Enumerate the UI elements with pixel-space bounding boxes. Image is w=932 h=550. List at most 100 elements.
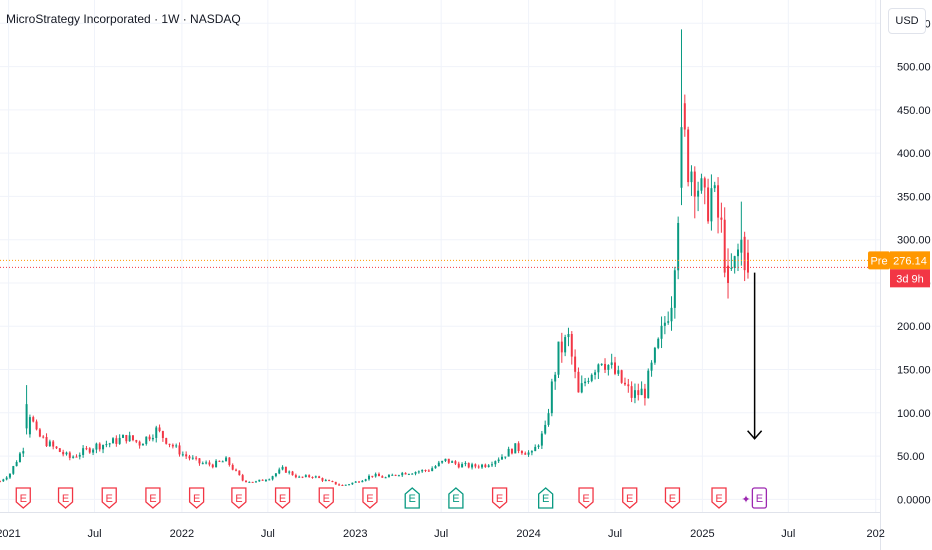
earnings-icon[interactable]: E [538, 487, 554, 509]
candle [115, 435, 118, 447]
candle [494, 460, 497, 467]
candle [165, 437, 168, 445]
candle [344, 484, 347, 486]
candle [500, 454, 503, 460]
candle [643, 383, 646, 406]
candle [195, 456, 198, 461]
candle [258, 479, 261, 482]
candle [530, 450, 533, 456]
candle [600, 363, 603, 367]
candle [264, 478, 267, 482]
earnings-icon[interactable]: E [57, 487, 74, 509]
candle [278, 467, 281, 475]
earnings-icon-label: E [366, 493, 373, 505]
candle [351, 482, 354, 485]
earnings-icon[interactable]: E [231, 487, 247, 509]
candle [703, 176, 706, 205]
x-tick-label: Jul [434, 528, 448, 540]
candle [497, 457, 500, 463]
y-tick-label: 100.00 [897, 408, 931, 420]
earnings-icon[interactable]: E [664, 487, 681, 509]
currency-button[interactable]: USD [888, 8, 926, 34]
y-tick-label: 500.00 [897, 62, 931, 74]
y-tick-label: 450.00 [897, 105, 931, 117]
candle [710, 174, 713, 231]
candle [52, 440, 55, 450]
y-tick-label: 0.0000 [897, 494, 931, 506]
candle [248, 481, 251, 483]
candle [201, 461, 204, 465]
candle [564, 334, 567, 357]
candle [131, 435, 134, 442]
earnings-icon[interactable]: E [448, 487, 464, 509]
y-tick-label: 50.00 [897, 451, 925, 463]
candle [314, 475, 317, 479]
x-tick-label: Jul [608, 528, 622, 540]
candle [38, 427, 41, 438]
y-tick-label: 350.00 [897, 191, 931, 203]
candle [168, 443, 171, 448]
candle [95, 442, 98, 454]
candle [407, 473, 410, 476]
candle [491, 461, 493, 468]
earnings-icon[interactable]: E [362, 487, 378, 509]
candle [18, 451, 21, 463]
sparkle-icon: ✦ [741, 494, 750, 506]
candle [387, 474, 390, 478]
candle [464, 461, 467, 467]
candle [361, 479, 364, 483]
earnings-icon[interactable]: E [15, 487, 31, 509]
candle [401, 471, 404, 477]
candle [75, 454, 78, 458]
candle [112, 437, 115, 444]
candle [341, 484, 344, 486]
candle [118, 434, 121, 445]
candle [135, 439, 138, 444]
candle [185, 451, 188, 460]
earnings-icon[interactable]: E [622, 487, 638, 509]
earnings-icon[interactable]: E [145, 487, 161, 509]
candle [324, 478, 327, 482]
earnings-icon[interactable]: E [491, 487, 508, 509]
candle [477, 464, 480, 469]
x-tick-label: 2024 [516, 528, 540, 540]
candle [417, 470, 420, 474]
candle [42, 435, 45, 439]
candle [510, 448, 513, 455]
earnings-icon-label: E [149, 493, 156, 505]
candle [520, 450, 523, 455]
bar-countdown: 3d 9h [896, 273, 924, 285]
earnings-icon[interactable]: E [274, 487, 291, 509]
candle [620, 369, 623, 384]
earnings-icon-label: E [756, 493, 763, 505]
candle [484, 463, 487, 468]
candle [155, 425, 158, 443]
earnings-icon[interactable]: ✦ E [741, 487, 768, 509]
candle [218, 460, 221, 463]
earnings-icon[interactable]: E [188, 487, 205, 509]
earnings-icon[interactable]: E [404, 487, 420, 509]
earnings-icon[interactable]: E [711, 487, 727, 509]
candle [308, 474, 311, 478]
earnings-icon-label: E [582, 493, 589, 505]
candle [215, 459, 218, 468]
candle [617, 365, 620, 376]
time-axis[interactable]: 2021 Jul 2022 Jul 2023 Jul 2024 Jul 2025 Jul 202 [0, 528, 885, 540]
candle [171, 443, 174, 449]
earnings-icon[interactable]: E [101, 487, 117, 509]
candle [707, 178, 710, 224]
candle [437, 460, 440, 467]
candle [717, 177, 720, 234]
earnings-icon[interactable]: E [578, 487, 594, 509]
down-arrow-annotation[interactable] [747, 272, 763, 440]
candle [245, 480, 247, 483]
candle [424, 469, 427, 473]
earnings-icon-label: E [235, 493, 242, 505]
candle [640, 381, 643, 396]
candle [291, 470, 294, 476]
candle [474, 463, 477, 469]
candle [633, 383, 636, 404]
candle [680, 29, 683, 206]
earnings-icon[interactable]: E [318, 487, 334, 509]
